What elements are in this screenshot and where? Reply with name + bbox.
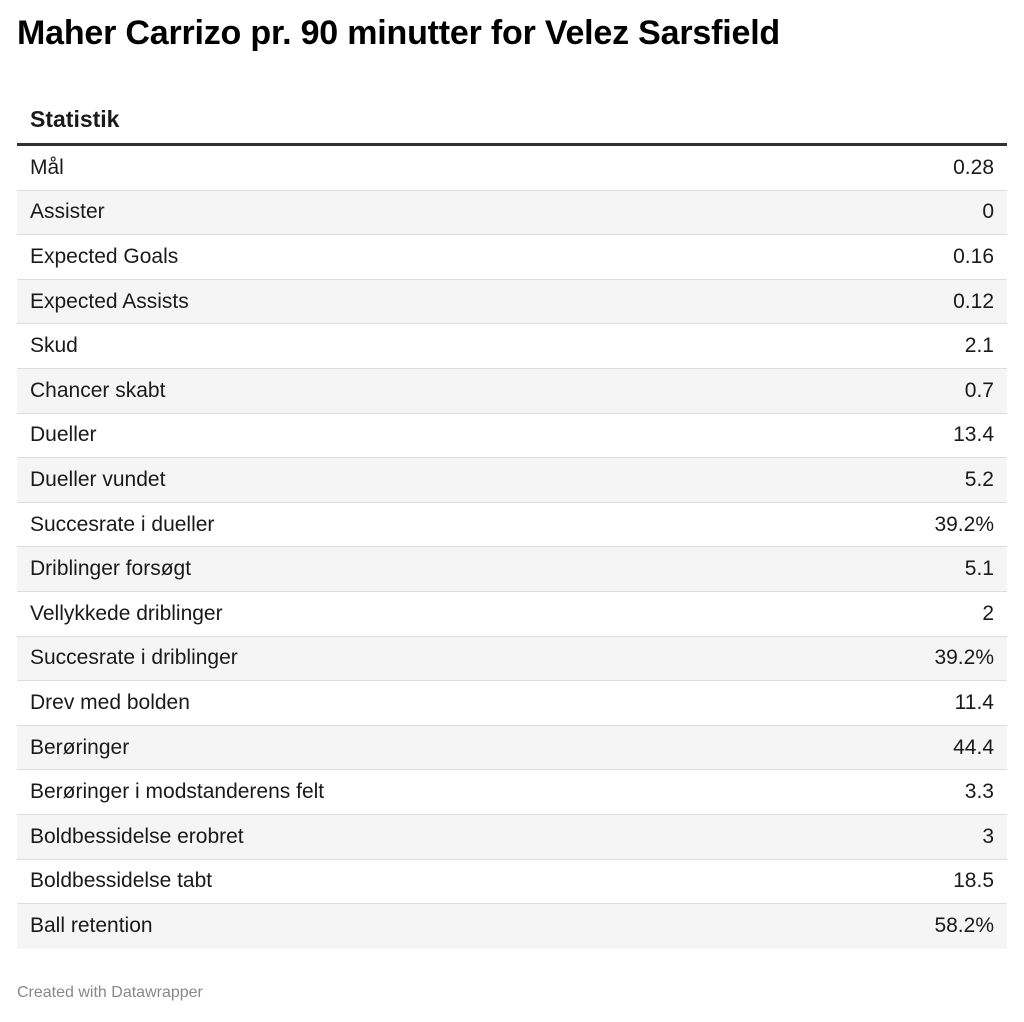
- row-label: Succesrate i dueller: [30, 512, 215, 536]
- row-label: Berøringer: [30, 735, 130, 759]
- row-label: Boldbessidelse tabt: [30, 869, 213, 893]
- row-value: 2: [982, 601, 994, 625]
- footer-credit: Created with Datawrapper: [17, 984, 203, 1001]
- table-row: Berøringer i modstanderens felt 3.3: [17, 770, 1007, 815]
- row-label: Succesrate i driblinger: [30, 646, 238, 670]
- table-row: Succesrate i dueller 39.2%: [17, 502, 1007, 548]
- row-label: Assister: [30, 200, 105, 224]
- table-row: Dueller vundet 5.2: [17, 458, 1007, 503]
- table-row: Boldbessidelse erobret 3: [17, 814, 1007, 860]
- stats-table: Statistik Mål 0.28 Assister 0 Expected Goals…: [17, 96, 1007, 949]
- table-row: Ball retention 58.2%: [17, 904, 1007, 949]
- row-label: Boldbessidelse erobret: [30, 824, 244, 848]
- table-body: Mål 0.28 Assister 0 Expected Goals 0.16 Expect…: [17, 146, 1007, 949]
- row-value: 39.2%: [934, 646, 994, 670]
- row-label: Ball retention: [30, 914, 153, 938]
- table-row: Dueller 13.4: [17, 413, 1007, 459]
- table-row: Driblinger forsøgt 5.1: [17, 547, 1007, 592]
- row-label: Skud: [30, 334, 78, 358]
- table-row: Drev med bolden 11.4: [17, 681, 1007, 726]
- row-value: 44.4: [953, 735, 994, 759]
- row-value: 58.2%: [934, 914, 994, 938]
- row-value: 3: [982, 824, 994, 848]
- row-label: Drev med bolden: [30, 690, 190, 714]
- row-value: 39.2%: [934, 512, 994, 536]
- row-label: Dueller vundet: [30, 467, 166, 491]
- row-label: Mål: [30, 155, 64, 179]
- table-row: Expected Assists 0.12: [17, 279, 1007, 325]
- table-row: Chancer skabt 0.7: [17, 368, 1007, 414]
- row-value: 0.7: [964, 378, 994, 402]
- row-value: 5.2: [964, 467, 994, 491]
- chart-title: Maher Carrizo pr. 90 minutter for Velez …: [17, 14, 781, 52]
- row-value: 5.1: [964, 557, 994, 581]
- row-value: 13.4: [953, 423, 994, 447]
- table-row: Assister 0: [17, 190, 1007, 236]
- column-header-statistik: Statistik: [17, 96, 1007, 146]
- table-row: Boldbessidelse tabt 18.5: [17, 859, 1007, 905]
- row-value: 3.3: [964, 780, 994, 804]
- row-value: 0.16: [953, 244, 994, 268]
- table-row: Mål 0.28: [17, 146, 1007, 191]
- table-row: Expected Goals 0.16: [17, 235, 1007, 280]
- row-value: 18.5: [953, 869, 994, 893]
- row-label: Driblinger forsøgt: [30, 557, 192, 581]
- row-label: Expected Assists: [30, 289, 189, 313]
- table-row: Succesrate i driblinger 39.2%: [17, 636, 1007, 682]
- row-value: 0: [982, 200, 994, 224]
- row-label: Chancer skabt: [30, 378, 166, 402]
- row-value: 2.1: [964, 334, 994, 358]
- row-label: Vellykkede driblinger: [30, 601, 223, 625]
- table-row: Vellykkede driblinger 2: [17, 591, 1007, 637]
- row-label: Berøringer i modstanderens felt: [30, 780, 325, 804]
- row-value: 11.4: [954, 690, 994, 714]
- table-row: Berøringer 44.4: [17, 725, 1007, 771]
- table-row: Skud 2.1: [17, 324, 1007, 369]
- row-label: Dueller: [30, 423, 97, 447]
- row-label: Expected Goals: [30, 244, 179, 268]
- row-value: 0.28: [953, 155, 994, 179]
- row-value: 0.12: [953, 289, 994, 313]
